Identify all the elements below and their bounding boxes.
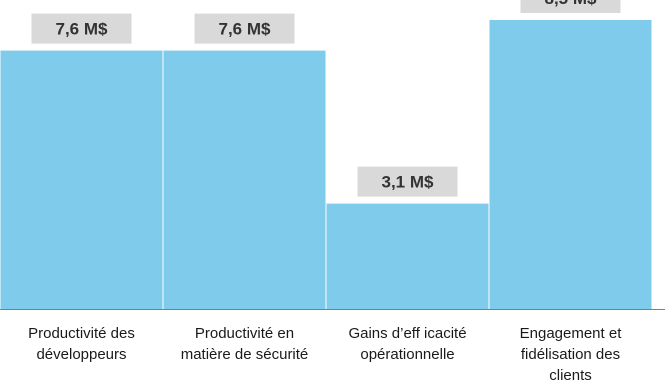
category-label-2: Productivité en matière de sécurité [181, 325, 309, 363]
category-label-4: Engagement et fidélisation des clients [520, 325, 623, 383]
data-label-box [520, 0, 621, 13]
data-label-text: 8,5 M$ [545, 0, 598, 8]
data-label-2: 7,6 M$ [194, 13, 295, 44]
bar-4 [489, 20, 652, 309]
data-label-1: 7,6 M$ [31, 13, 132, 44]
category-label-line: développeurs [36, 346, 126, 363]
data-label-box [194, 13, 295, 44]
bars-layer [0, 20, 652, 309]
bar-1 [0, 50, 163, 309]
category-label-line: Gains d’eff icacité [348, 325, 466, 342]
data-label-text: 3,1 M$ [382, 173, 435, 192]
value-labels-layer: 7,6 M$ 7,6 M$ 3,1 M$ 8,5 M$ [31, 0, 621, 197]
category-label-3: Gains d’eff icacité opérationnelle [348, 325, 466, 363]
data-label-text: 7,6 M$ [219, 20, 272, 39]
category-label-line: Productivité en [195, 325, 294, 342]
bar-3 [326, 203, 489, 309]
data-label-box [31, 13, 132, 44]
category-labels-layer: Productivité des développeursProductivité… [28, 325, 622, 383]
category-label-line: matière de sécurité [181, 346, 309, 363]
category-label-1: Productivité des développeurs [28, 325, 135, 363]
bar-2 [163, 50, 326, 309]
category-label-line: Engagement et [520, 325, 623, 342]
category-label-line: Productivité des [28, 325, 135, 342]
data-label-box [357, 166, 458, 197]
category-label-line: clients [549, 367, 592, 383]
data-label-text: 7,6 M$ [56, 20, 109, 39]
category-label-line: fidélisation des [521, 346, 620, 363]
category-label-line: opérationnelle [360, 346, 454, 363]
data-label-3: 3,1 M$ [357, 166, 458, 197]
data-label-4: 8,5 M$ [520, 0, 621, 13]
